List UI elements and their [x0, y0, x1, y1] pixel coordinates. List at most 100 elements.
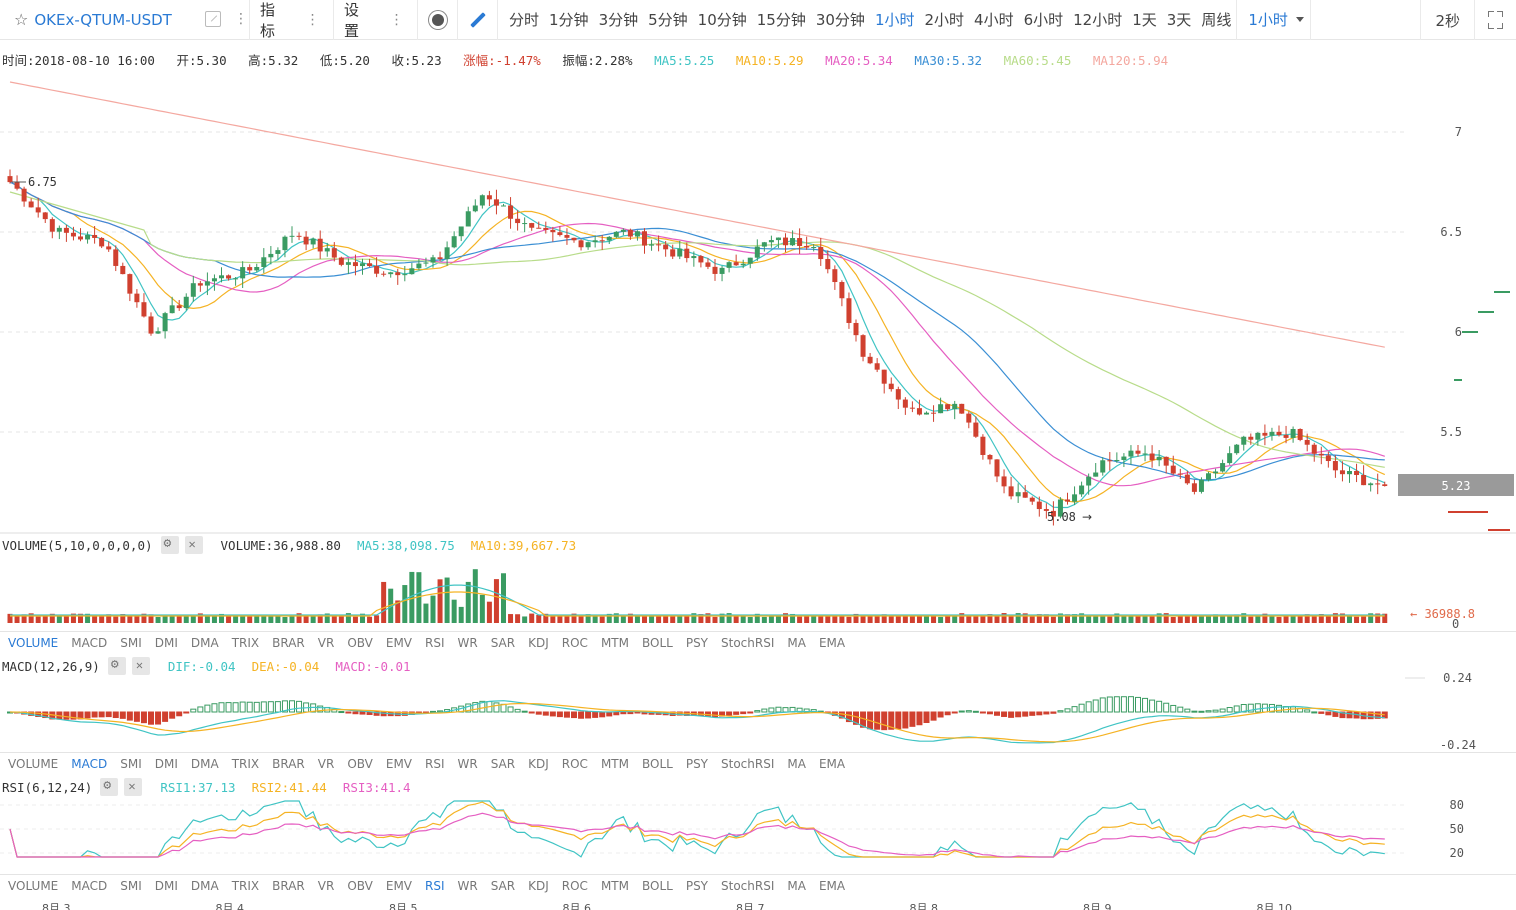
indicator-tab[interactable]: SMI [120, 635, 142, 650]
indicator-tab[interactable]: DMA [190, 878, 219, 893]
close-icon[interactable] [131, 657, 150, 675]
indicator-tab[interactable]: SAR [490, 756, 516, 771]
indicator-tab[interactable]: TRIX [231, 756, 260, 771]
indicator-tab[interactable]: MACD [71, 756, 108, 771]
indicator-tab[interactable]: BOLL [641, 878, 673, 893]
period-tab[interactable]: 4小时 [974, 11, 1014, 29]
fullscreen-icon[interactable] [1474, 0, 1516, 40]
indicator-tab[interactable]: DMI [154, 756, 178, 771]
indicator-tab[interactable]: SAR [490, 878, 516, 893]
indicator-tab[interactable]: VR [317, 878, 335, 893]
indicator-tab[interactable]: EMV [385, 635, 413, 650]
indicator-tab[interactable]: EMA [818, 756, 846, 771]
indicator-tab[interactable]: MACD [71, 635, 108, 650]
favorite-star-icon[interactable]: ☆ [14, 10, 29, 29]
indicator-tab[interactable]: MA [787, 756, 806, 771]
period-tab[interactable]: 3天 [1166, 11, 1192, 29]
period-tab[interactable]: 1小时 [874, 11, 915, 29]
period-tab[interactable]: 1分钟 [549, 11, 589, 29]
period-tab[interactable]: 2小时 [924, 11, 965, 29]
gear-icon[interactable] [100, 778, 119, 796]
period-tab[interactable]: 分时 [509, 11, 540, 29]
period-tab[interactable]: 6小时 [1023, 11, 1064, 29]
indicator-tab[interactable]: OBV [347, 756, 373, 771]
indicator-tab[interactable]: WR [457, 635, 478, 650]
indicator-tab[interactable]: MA [787, 878, 806, 893]
period-tab[interactable]: 3分钟 [598, 11, 639, 29]
indicator-tab[interactable]: StochRSI [721, 635, 775, 650]
indicator-tab[interactable]: MA [787, 635, 806, 650]
refresh-interval[interactable]: 2秒 [1420, 0, 1474, 40]
period-tab[interactable]: 15分钟 [756, 11, 806, 29]
period-tab[interactable]: 5分钟 [648, 11, 688, 29]
market-title[interactable]: ☆ OKEx-QTUM-USDT ⋮ [0, 0, 250, 40]
close-icon[interactable] [184, 536, 203, 554]
indicator-tab[interactable]: BOLL [641, 756, 673, 771]
period-tab[interactable]: 10分钟 [697, 11, 747, 29]
indicator-tab[interactable]: EMV [385, 878, 413, 893]
indicator-tab[interactable]: BRAR [272, 635, 305, 650]
volume-bar [1191, 616, 1197, 623]
period-select[interactable]: 1小时 [1237, 0, 1311, 40]
indicator-tab[interactable]: ROC [561, 635, 588, 650]
indicator-tab[interactable]: PSY [685, 756, 709, 771]
indicator-tab[interactable]: KDJ [528, 878, 549, 893]
indicator-tab[interactable]: DMA [190, 756, 219, 771]
popout-icon[interactable] [205, 10, 221, 27]
indicator-tab[interactable]: OBV [347, 635, 373, 650]
indicator-tab[interactable]: SMI [120, 756, 142, 771]
kline-chart[interactable]: ← 36988.80 0.24 -0.24 80 50 20 7 6.5 6 5.5 6.75… [0, 40, 1516, 910]
period-tab[interactable]: 周线 [1201, 11, 1232, 29]
indicator-tab[interactable]: MTM [600, 756, 629, 771]
draw-tool[interactable] [458, 0, 498, 40]
indicator-tab[interactable]: BRAR [272, 878, 305, 893]
indicator-tab[interactable]: ROC [561, 756, 588, 771]
indicator-tab[interactable]: TRIX [231, 635, 260, 650]
indicator-button[interactable]: 指标 ⋮ [250, 0, 334, 40]
indicator-tab[interactable]: DMI [154, 878, 178, 893]
indicator-tab[interactable]: StochRSI [721, 878, 775, 893]
more-icon[interactable]: ⋮ [305, 11, 320, 28]
gear-icon[interactable] [107, 657, 126, 675]
indicator-tab[interactable]: OBV [347, 878, 373, 893]
indicator-tab[interactable]: BOLL [641, 635, 673, 650]
indicator-tab[interactable]: KDJ [528, 635, 549, 650]
indicator-tab[interactable]: VR [317, 635, 335, 650]
volume-bar [254, 616, 260, 623]
period-tab[interactable]: 30分钟 [815, 11, 865, 29]
indicator-tab[interactable]: PSY [685, 878, 709, 893]
theme-toggle[interactable] [418, 0, 458, 40]
indicator-tab[interactable]: TRIX [231, 878, 260, 893]
indicator-tab[interactable]: KDJ [528, 756, 549, 771]
indicator-tab[interactable]: SAR [490, 635, 516, 650]
indicator-tab[interactable]: EMV [385, 756, 413, 771]
indicator-tab[interactable]: VR [317, 756, 335, 771]
close-icon[interactable] [124, 778, 143, 796]
more-icon[interactable]: ⋮ [389, 11, 404, 28]
indicator-tab[interactable]: SMI [120, 878, 142, 893]
indicator-tab[interactable]: RSI [425, 635, 445, 650]
indicator-tab[interactable]: MACD [71, 878, 108, 893]
indicator-tab[interactable]: RSI [425, 878, 445, 893]
period-tab[interactable]: 1天 [1132, 11, 1157, 29]
indicator-tab[interactable]: BRAR [272, 756, 305, 771]
indicator-tab[interactable]: DMI [154, 635, 178, 650]
indicator-tab[interactable]: MTM [600, 635, 629, 650]
more-icon[interactable]: ⋮ [234, 10, 248, 27]
indicator-tab[interactable]: VOLUME [8, 635, 59, 650]
period-tab[interactable]: 12小时 [1073, 11, 1123, 29]
indicator-tab[interactable]: WR [457, 756, 478, 771]
indicator-tab[interactable]: DMA [190, 635, 219, 650]
indicator-tab[interactable]: ROC [561, 878, 588, 893]
indicator-tab[interactable]: MTM [600, 878, 629, 893]
indicator-tab[interactable]: VOLUME [8, 756, 59, 771]
indicator-tab[interactable]: PSY [685, 635, 709, 650]
settings-button[interactable]: 设置 ⋮ [334, 0, 418, 40]
indicator-tab[interactable]: StochRSI [721, 756, 775, 771]
gear-icon[interactable] [160, 536, 179, 554]
indicator-tab[interactable]: WR [457, 878, 478, 893]
indicator-tab[interactable]: VOLUME [8, 878, 59, 893]
indicator-tab[interactable]: EMA [818, 878, 846, 893]
indicator-tab[interactable]: RSI [425, 756, 445, 771]
indicator-tab[interactable]: EMA [818, 635, 846, 650]
